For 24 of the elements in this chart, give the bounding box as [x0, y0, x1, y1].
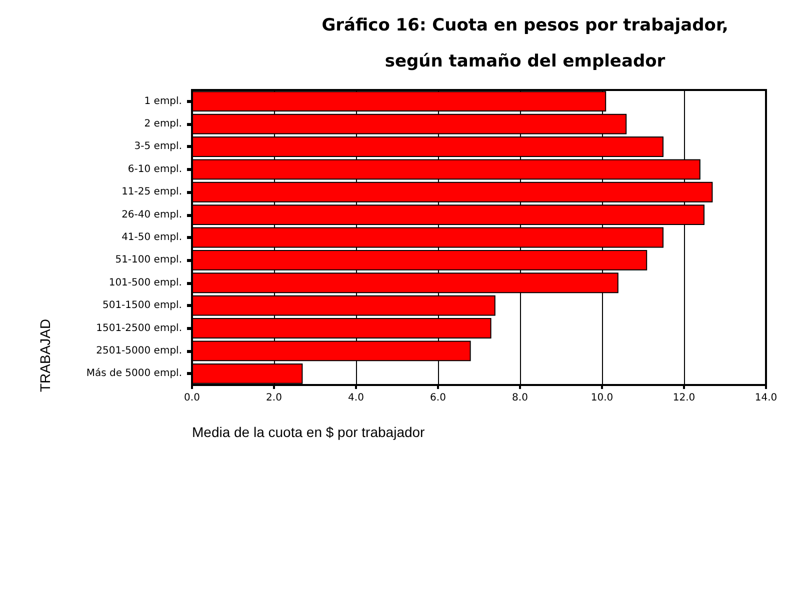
y-tick-label: 51-100 empl.: [115, 254, 182, 266]
x-tick-label: 0.0: [184, 392, 200, 404]
x-tick-label: 2.0: [266, 392, 282, 404]
x-tick-label: 12.0: [672, 392, 696, 404]
y-tick-label: 2501-5000 empl.: [96, 345, 182, 356]
y-tick-label: 41-50 empl.: [122, 232, 182, 243]
x-axis-title: Media de la cuota en $ por trabajador: [192, 424, 426, 440]
y-tick-label: Más de 5000 empl.: [86, 368, 182, 380]
y-axis-title: TRABAJAD: [37, 318, 53, 392]
x-tick-label: 10.0: [590, 392, 614, 404]
y-tick-label: 501-1500 empl.: [102, 300, 182, 312]
x-tick-label: 14.0: [754, 392, 778, 404]
y-tick-label: 26-40 empl.: [122, 209, 182, 220]
x-tick-label: 4.0: [348, 392, 364, 404]
chart-title: Gráfico 16: Cuota en pesos por trabajador, según tamaño del empleador: [322, 16, 728, 72]
x-tick-label: 6.0: [430, 392, 446, 404]
y-tick-label: 101-500 empl.: [108, 277, 182, 288]
y-tick-label: 1 empl.: [144, 96, 182, 107]
y-tick-label: 11-25 empl.: [122, 186, 182, 198]
x-tick-label: 8.0: [512, 392, 528, 404]
y-tick-label: 2 empl.: [144, 118, 182, 130]
y-tick-label: 3-5 empl.: [134, 141, 182, 152]
y-tick-label: 1501-2500 empl.: [96, 322, 182, 334]
y-tick-label: 6-10 empl.: [128, 164, 182, 175]
